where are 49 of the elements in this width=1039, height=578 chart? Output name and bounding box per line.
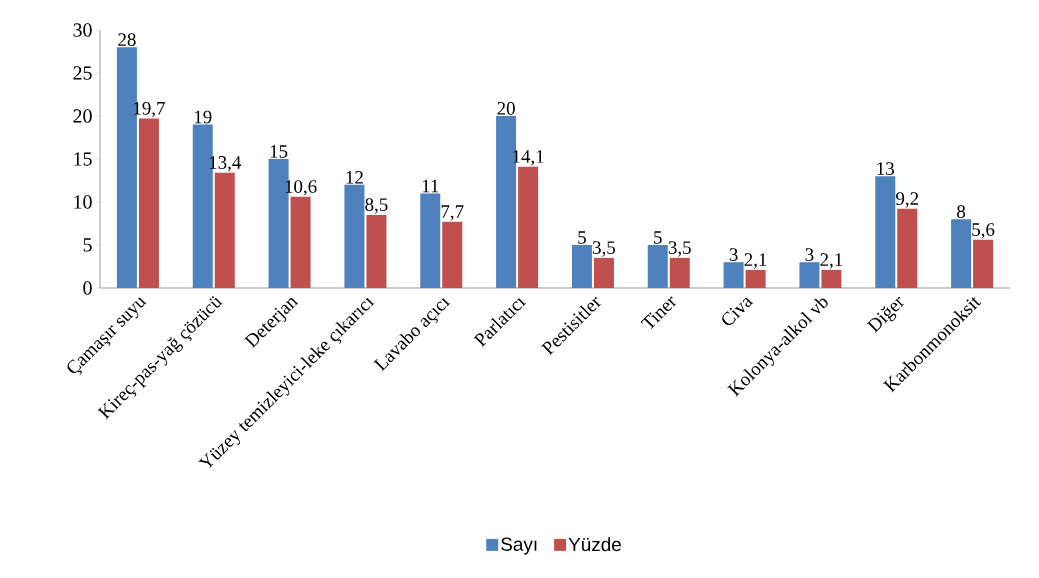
- data-label: 15: [270, 145, 288, 158]
- bar: [973, 239, 994, 288]
- data-label: 13: [877, 162, 894, 175]
- bar: [138, 118, 159, 288]
- data-label: 3: [805, 248, 814, 261]
- data-label: 20: [497, 102, 515, 115]
- y-tick-label: 5: [83, 238, 92, 252]
- bar: [593, 257, 614, 288]
- legend-label: Yüzde: [568, 537, 621, 552]
- data-label: 7,7: [441, 205, 464, 221]
- y-tick-label: 15: [74, 152, 92, 166]
- data-label: 5: [654, 231, 662, 244]
- bar: [344, 184, 365, 288]
- bar: [442, 221, 463, 288]
- data-label: 9,2: [896, 192, 919, 208]
- data-label: 8: [957, 205, 966, 218]
- y-tick-label: 20: [73, 109, 92, 123]
- bar: [669, 257, 690, 288]
- legend-label: Sayı: [501, 537, 537, 555]
- data-label: 5: [578, 231, 586, 244]
- y-tick-label: 25: [73, 66, 92, 80]
- bar: [518, 166, 539, 288]
- bar: [745, 269, 766, 288]
- bar: [951, 219, 972, 288]
- data-label: 8,5: [365, 198, 388, 214]
- data-label: 12: [346, 171, 363, 184]
- y-tick-label: 0: [83, 281, 92, 295]
- bar: [723, 262, 744, 288]
- bar: [366, 214, 387, 288]
- data-label: 3,5: [593, 241, 616, 257]
- y-tick-label: 30: [73, 23, 92, 37]
- bar: [799, 262, 820, 288]
- data-label: 2,1: [820, 253, 843, 269]
- data-label: 19: [194, 110, 212, 124]
- bar: [420, 193, 441, 288]
- data-label: 2,1: [744, 253, 767, 269]
- data-label: 28: [118, 33, 136, 46]
- bar: [897, 208, 918, 288]
- y-tick-label: 10: [74, 195, 92, 209]
- bar: [821, 269, 842, 288]
- bar: [214, 172, 235, 288]
- data-label: 3: [729, 248, 738, 261]
- data-label: 5,6: [972, 223, 995, 239]
- data-label: 3,5: [668, 241, 691, 257]
- bar: [647, 244, 668, 288]
- bar: [290, 196, 311, 288]
- bar: [875, 176, 896, 288]
- bar: [571, 244, 592, 288]
- data-label: 11: [422, 179, 439, 193]
